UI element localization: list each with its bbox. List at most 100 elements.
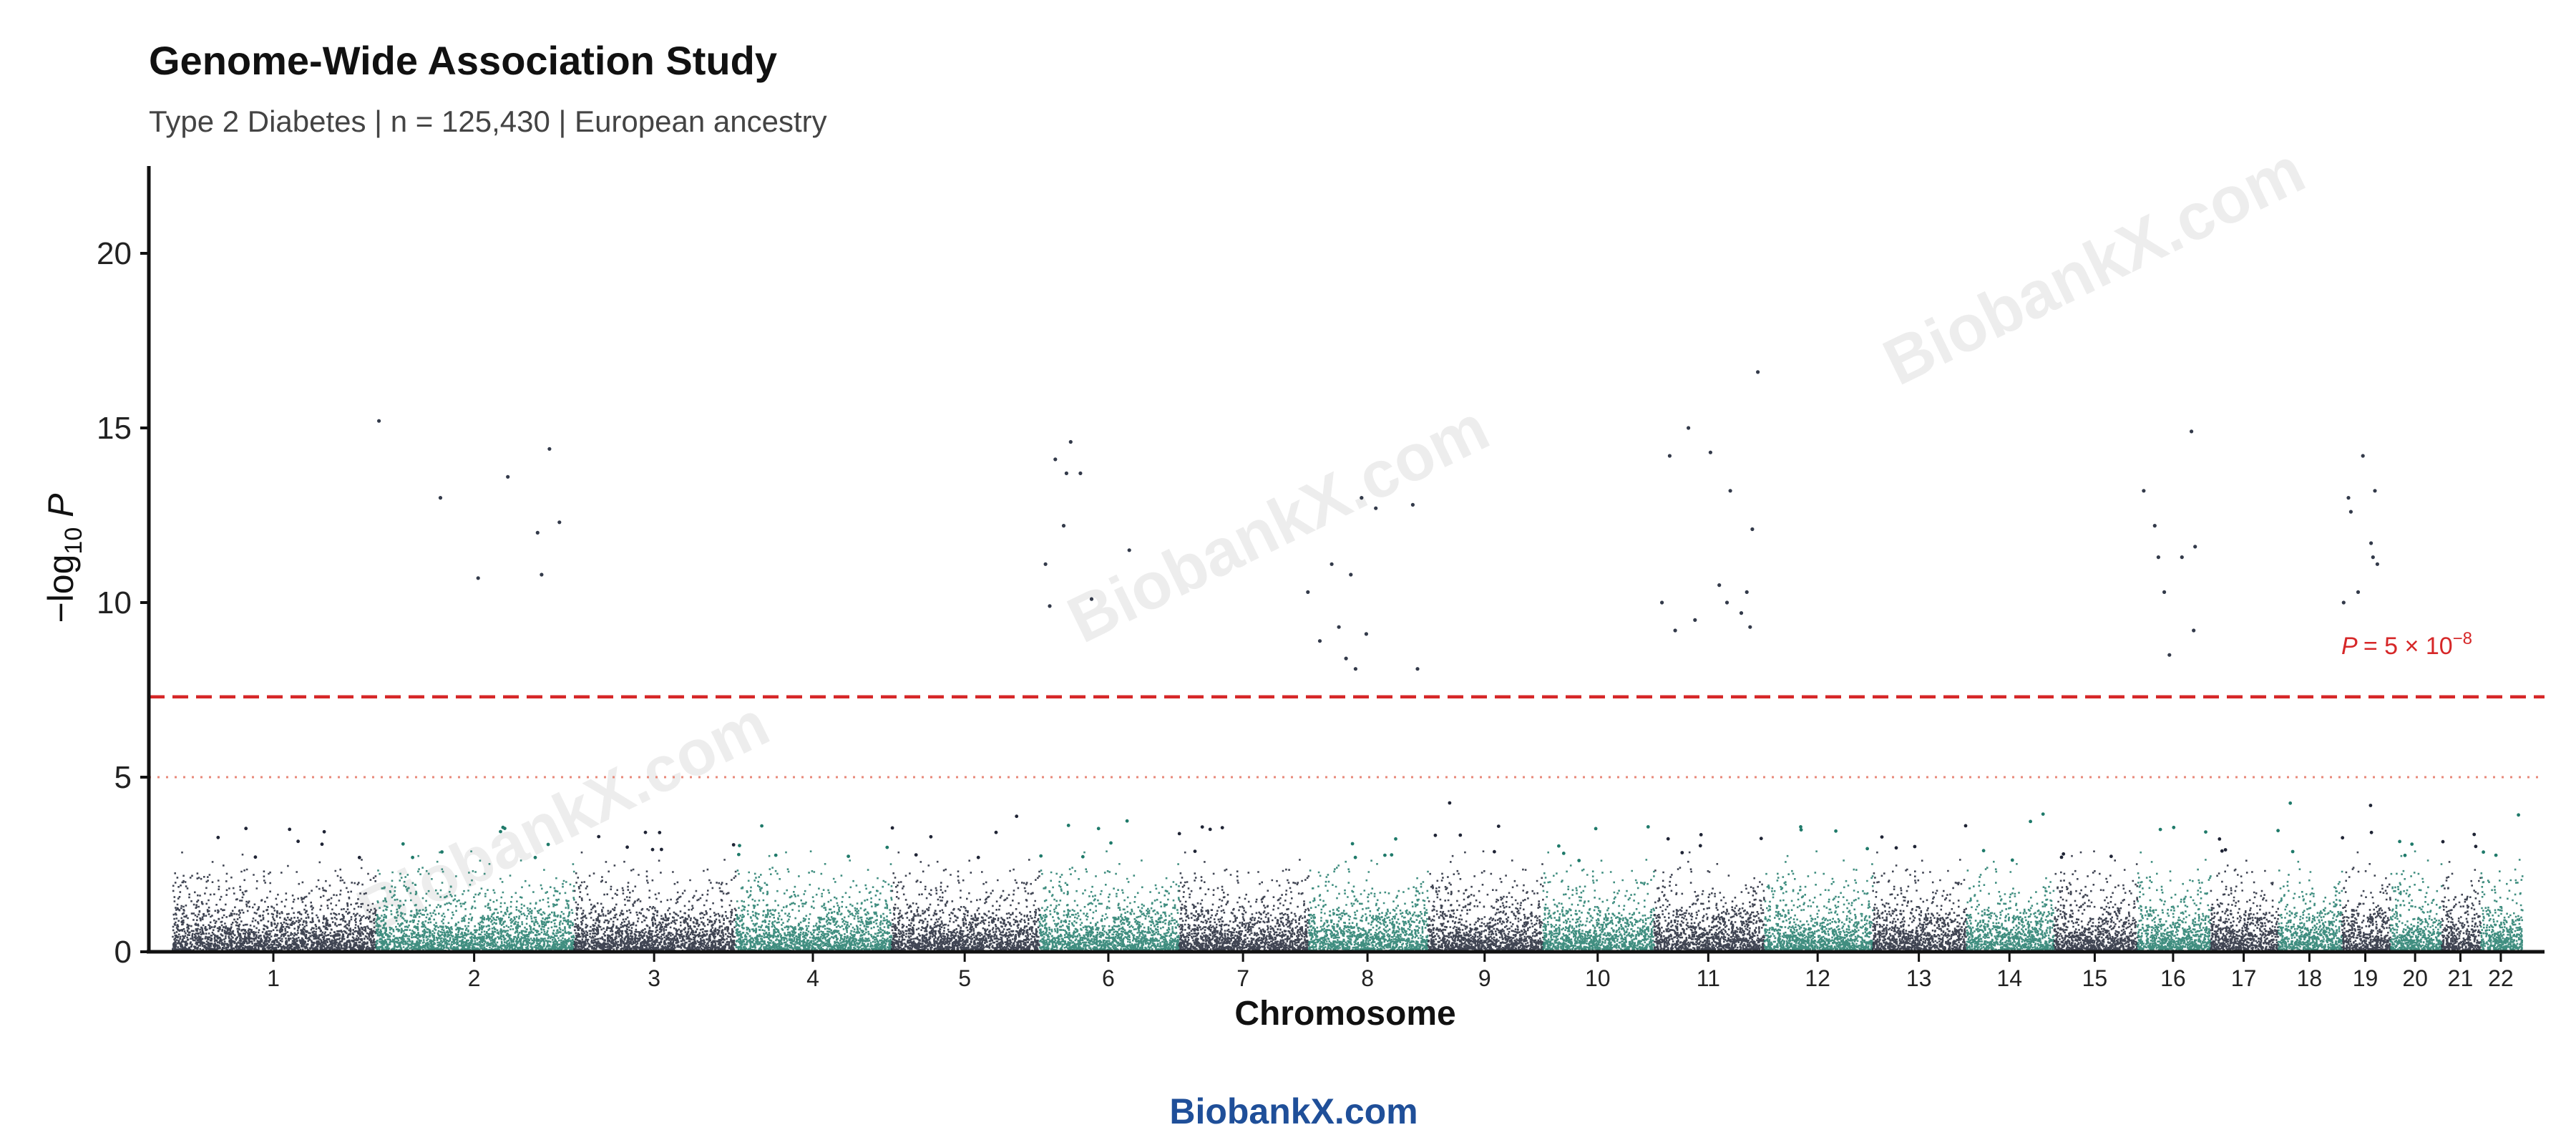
snp-point <box>244 827 248 831</box>
significant-snp-chr-19 <box>2373 489 2377 493</box>
snp-point <box>2223 848 2228 852</box>
significant-snp-chr-19 <box>2371 555 2375 560</box>
snp-cloud-chr-16 <box>2136 851 2212 953</box>
snp-cloud-chr-5 <box>891 851 1040 953</box>
x-tick-label-chr-12: 12 <box>1805 965 1830 991</box>
significant-snp-chr-11 <box>1750 527 1755 532</box>
snp-point <box>1981 849 1986 853</box>
snp-point <box>499 829 502 834</box>
snp-point <box>1698 844 1702 848</box>
x-tick-label-chr-3: 3 <box>648 965 660 991</box>
x-tick-label-chr-10: 10 <box>1585 965 1611 991</box>
snp-point <box>1594 827 1598 831</box>
snp-point <box>2369 830 2373 834</box>
significant-snp-chr-6 <box>1127 548 1131 552</box>
watermark-layer: BiobankX.com BiobankX.com BiobankX.com <box>346 133 2316 948</box>
snp-point <box>2517 813 2521 817</box>
significant-snp-chr-8 <box>1364 632 1368 636</box>
snp-point <box>2218 837 2222 841</box>
snp-point <box>650 847 655 852</box>
snp-cloud-chr-13 <box>1872 851 1968 953</box>
threshold-label-text: P = 5 × 10−8 <box>2341 629 2472 660</box>
svg-text:−log10 P: −log10 P <box>41 493 87 623</box>
x-tick-label-chr-11: 11 <box>1697 965 1720 991</box>
significant-snp-chr-8 <box>1374 506 1378 510</box>
snp-point <box>1799 828 1803 832</box>
snp-cloud-chr-21 <box>2441 861 2482 953</box>
snp-point <box>2220 849 2224 853</box>
snp-point <box>2172 825 2176 829</box>
snp-point <box>216 835 220 839</box>
snp-point <box>1913 844 1917 849</box>
snp-cloud-chr-17 <box>2210 859 2280 953</box>
snp-points <box>172 370 2524 953</box>
snp-point <box>774 853 778 857</box>
x-tick-label-chr-17: 17 <box>2231 965 2257 991</box>
snp-point <box>1433 833 1438 837</box>
snp-point <box>1894 846 1898 850</box>
significant-snp-chr-2 <box>377 419 381 423</box>
x-ticks: 1 2 3 4 5 6 7 8 9 10 11 12 13 14 15 16 17 18 19 20 21 22 <box>267 953 2514 991</box>
x-tick-label-chr-13: 13 <box>1906 965 1932 991</box>
snp-point <box>357 855 361 859</box>
significant-snp-chr-6 <box>1061 524 1066 528</box>
significant-snp-chr-8 <box>1349 572 1353 577</box>
snp-point <box>2341 836 2345 840</box>
snp-point <box>597 834 601 839</box>
snp-point <box>2062 852 2066 856</box>
significant-snp-chr-11 <box>1687 426 1691 430</box>
snp-cloud-chr-14 <box>1966 860 2055 953</box>
significant-snp-chr-2 <box>557 520 562 525</box>
significant-snp-chr-19 <box>2341 600 2346 605</box>
significant-snp-chr-16 <box>2162 590 2167 595</box>
snp-point <box>1577 859 1581 862</box>
snp-point <box>2398 839 2402 844</box>
significant-snp-chr-8 <box>1353 667 1357 671</box>
snp-point <box>1015 814 1019 819</box>
significant-snp-chr-2 <box>506 474 510 479</box>
significant-snp-chr-11 <box>1673 628 1677 633</box>
snp-point <box>322 829 326 834</box>
significant-snp-chr-19 <box>2356 590 2361 595</box>
snp-point <box>2158 827 2162 832</box>
snp-point <box>1458 833 1463 837</box>
snp-point <box>1557 844 1561 848</box>
significant-snp-chr-19 <box>2369 541 2373 545</box>
snp-point <box>1963 824 1968 828</box>
snp-point <box>1493 849 1496 854</box>
snp-point <box>1759 837 1763 841</box>
snp-cloud-chr-18 <box>2278 860 2343 953</box>
snp-point <box>1834 829 1838 833</box>
x-tick-label-chr-9: 9 <box>1478 965 1491 991</box>
snp-point <box>1039 854 1043 858</box>
significant-snp-chr-8 <box>1337 625 1341 629</box>
significant-snp-chr-6 <box>1068 439 1073 444</box>
snp-point <box>1208 827 1212 832</box>
snp-point <box>1561 852 1566 855</box>
x-tick-label-chr-18: 18 <box>2297 965 2323 991</box>
snp-point <box>760 824 763 828</box>
snp-point <box>503 827 507 830</box>
snp-point <box>1193 849 1197 853</box>
snp-cloud-chr-15 <box>2053 850 2139 953</box>
x-tick-label-chr-15: 15 <box>2082 965 2108 991</box>
snp-point <box>1390 853 1394 857</box>
snp-point <box>929 834 933 839</box>
snp-point <box>1680 851 1684 854</box>
snp-cloud-chr-11 <box>1653 851 1765 953</box>
snp-point <box>2290 849 2295 854</box>
snp-point <box>2474 844 2478 849</box>
snp-point <box>2482 850 2486 854</box>
significant-snp-chr-11 <box>1739 611 1744 615</box>
significant-snp-chr-11 <box>1756 370 1760 374</box>
significant-snp-chr-11 <box>1748 625 1752 629</box>
snp-point <box>1353 855 1357 859</box>
snp-cloud-chr-1 <box>172 851 377 953</box>
snp-point <box>1496 824 1501 828</box>
significant-snp-chr-11 <box>1745 590 1749 595</box>
significant-snp-chr-8 <box>1317 639 1322 643</box>
snp-cloud-chr-22 <box>2479 851 2524 953</box>
significant-snp-chr-8 <box>1344 656 1348 661</box>
x-tick-label-chr-7: 7 <box>1236 965 1249 991</box>
